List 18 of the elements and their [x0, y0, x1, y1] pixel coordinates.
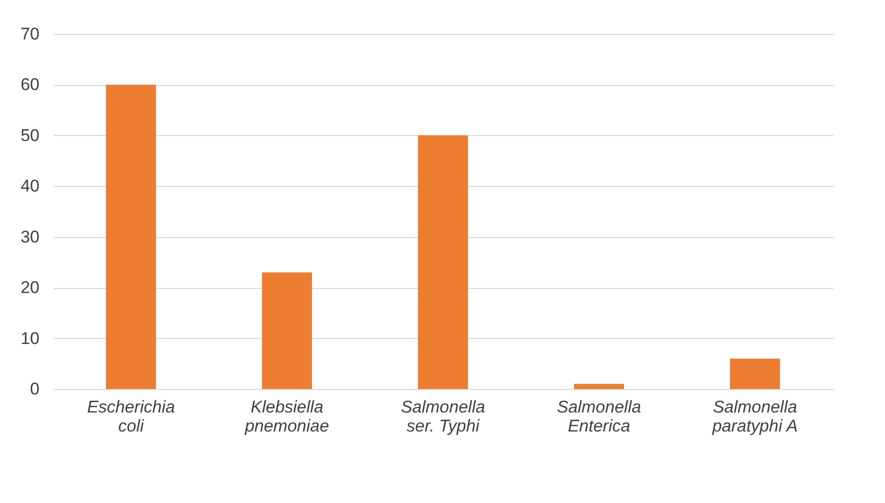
x-tick-label: Escherichia coli — [87, 398, 175, 436]
x-tick-label: Salmonella paratyphi A — [711, 398, 798, 436]
y-tick-label: 30 — [20, 227, 40, 246]
x-tick-label: Salmonella ser. Typhi — [400, 398, 486, 436]
y-tick-label: 10 — [20, 328, 40, 348]
y-tick-label: 0 — [30, 380, 40, 398]
y-tick-label: 20 — [20, 278, 40, 298]
bar — [730, 358, 780, 389]
y-tick-label: 50 — [20, 126, 40, 145]
y-tick-label: 70 — [20, 24, 40, 44]
bar — [574, 384, 624, 389]
bar — [418, 135, 468, 389]
y-tick-label: 60 — [20, 75, 40, 94]
x-tick-label: Salmonella Enterica — [556, 398, 642, 436]
x-tick-label: Klebsiella pnemoniae — [244, 398, 330, 436]
y-tick-label: 40 — [20, 176, 40, 196]
bar — [106, 84, 156, 389]
bar — [262, 272, 312, 389]
